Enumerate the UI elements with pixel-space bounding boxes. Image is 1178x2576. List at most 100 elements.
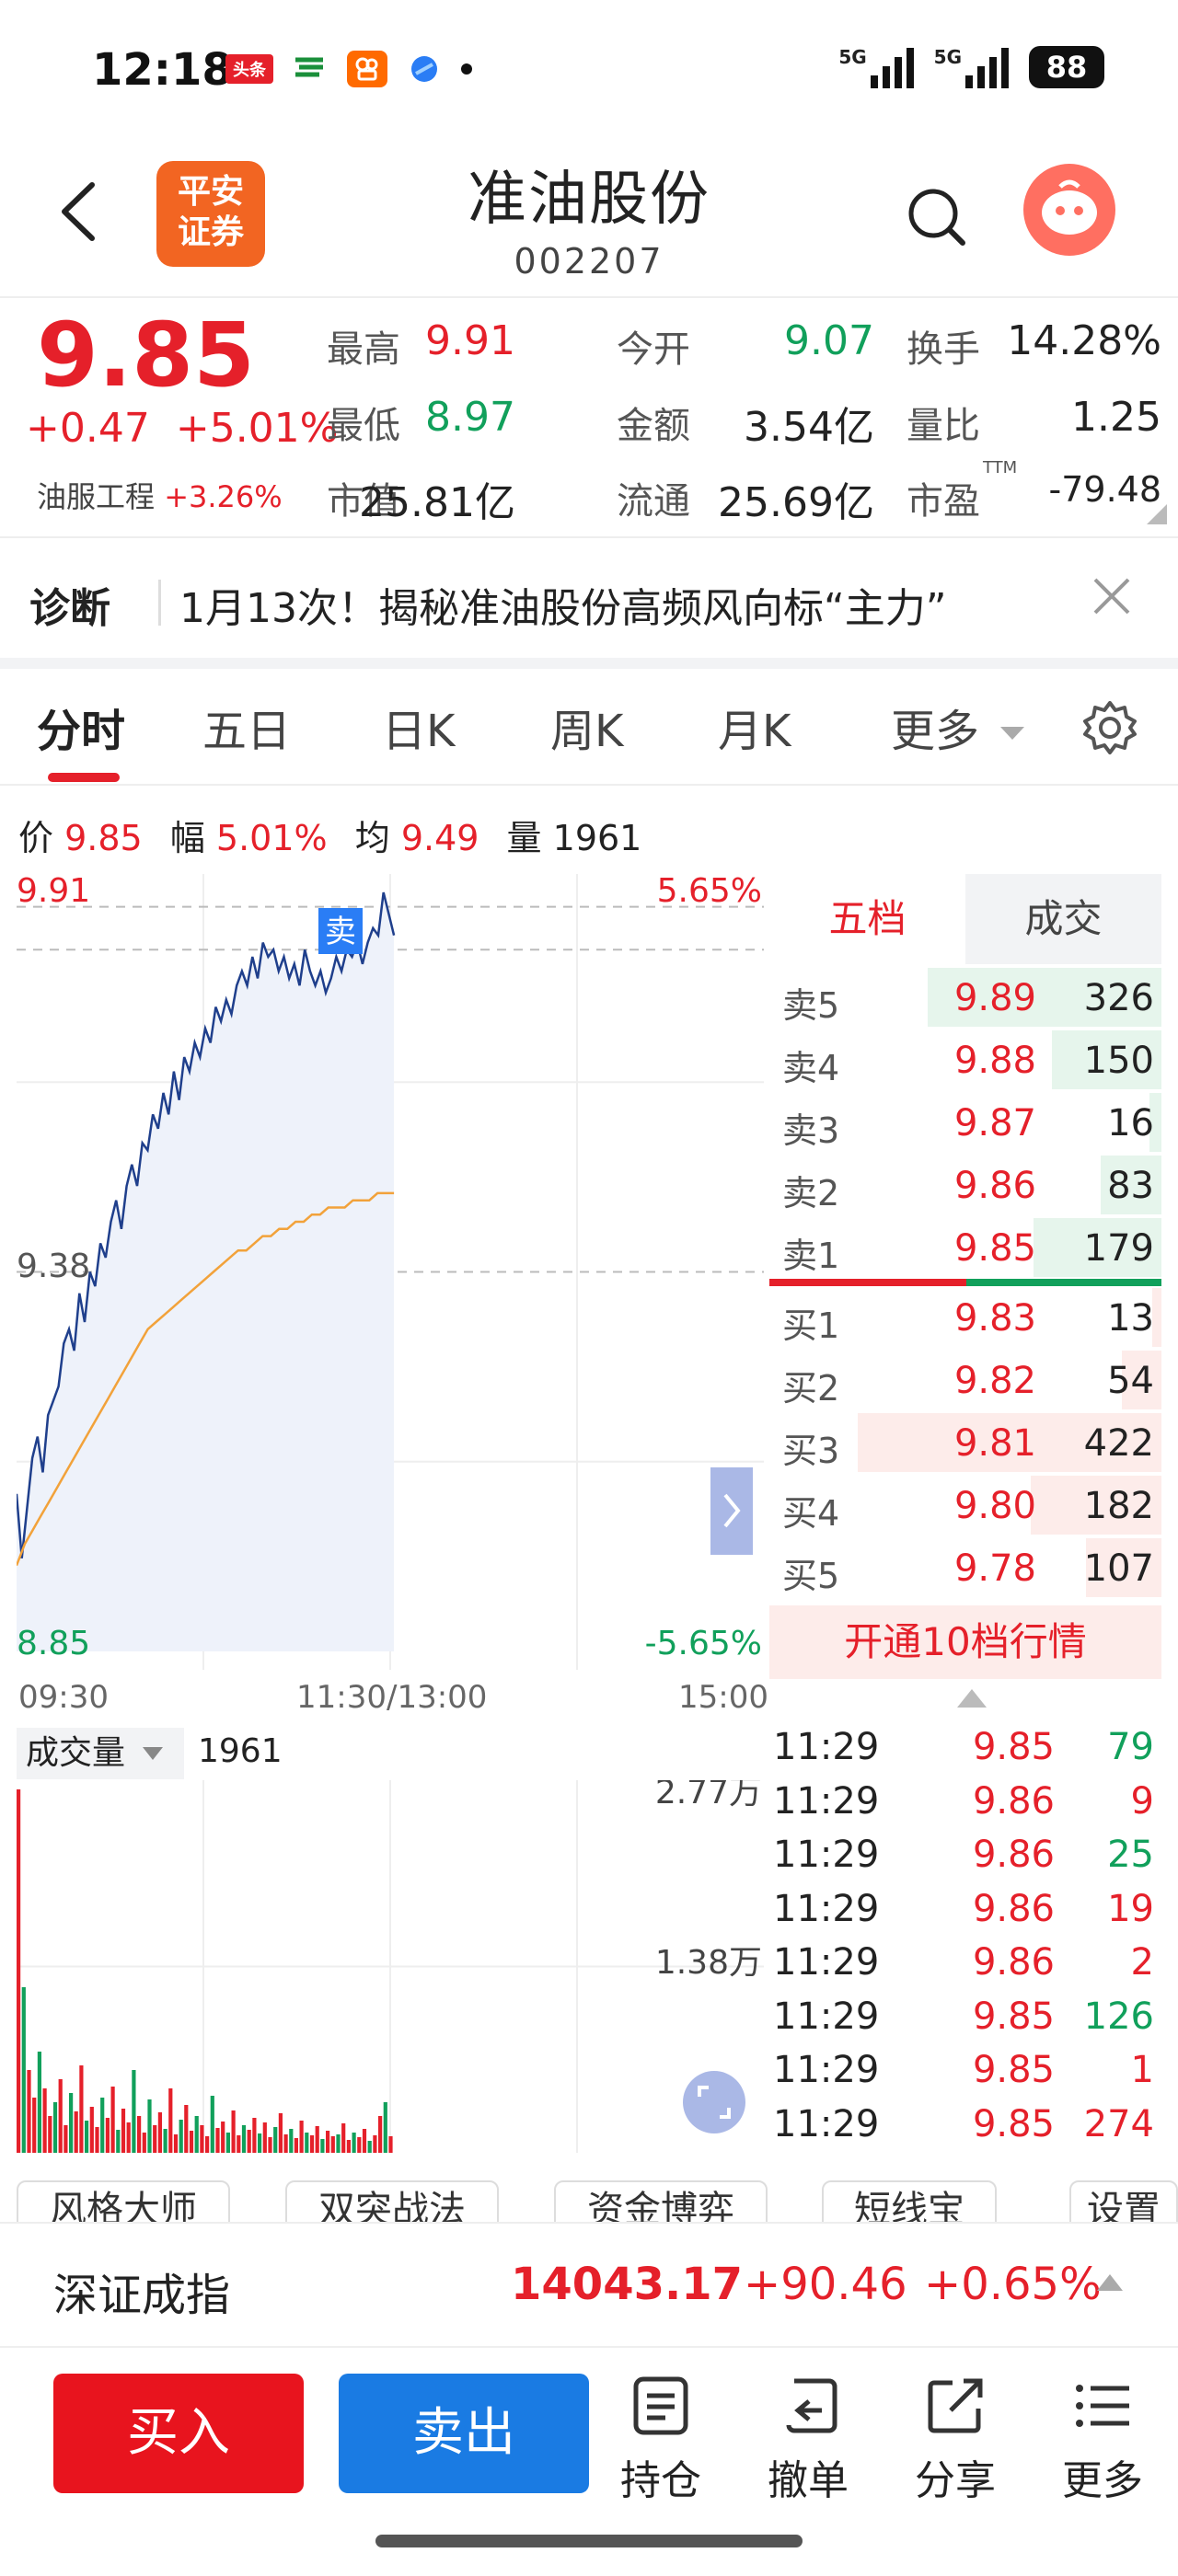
volume-bar — [89, 2107, 94, 2153]
quote-divider — [0, 536, 1178, 538]
close-icon[interactable] — [1086, 570, 1138, 622]
open-10-levels-button[interactable]: 开通10档行情 — [769, 1605, 1161, 1679]
volume-bar — [194, 2116, 199, 2153]
volume-bar — [225, 2133, 230, 2153]
volume-bar — [373, 2135, 377, 2153]
holdings-button[interactable]: 持仓 — [606, 2374, 716, 2506]
sell-button[interactable]: 卖出 — [339, 2374, 589, 2493]
trade-price: 9.85 — [972, 2102, 1055, 2145]
volume-bar — [173, 2134, 179, 2153]
cancel-order-button[interactable]: 撤单 — [753, 2374, 863, 2506]
tab-daily-k[interactable]: 日K — [382, 706, 456, 757]
more-menu-icon — [1076, 2385, 1129, 2427]
stat-value: 8.97 — [425, 394, 515, 441]
trade-time: 11:29 — [773, 2102, 880, 2145]
trade-row: 11:29 9.86 9 — [769, 1775, 1161, 1828]
trade-time: 11:29 — [773, 1941, 880, 1984]
tab-trades[interactable]: 成交 — [965, 874, 1161, 964]
stat-label: 今开 — [617, 328, 690, 371]
level-label: 卖2 — [782, 1173, 840, 1213]
trade-time: 11:29 — [773, 1726, 880, 1768]
volume-grid — [17, 1780, 764, 2153]
volume-bar — [289, 2129, 294, 2153]
stat-label: 市值 — [327, 480, 400, 523]
buy-level-row[interactable]: 买4 9.80 182 — [769, 1474, 1161, 1536]
expand-arrow-button[interactable] — [710, 1467, 753, 1555]
volume-chart[interactable]: 2.77万 1.38万 — [17, 1780, 764, 2153]
volume-bar — [241, 2125, 247, 2153]
sell-marker[interactable]: 卖 — [318, 908, 363, 954]
tab-intraday[interactable]: 分时 — [37, 706, 126, 757]
trade-price: 9.86 — [972, 1887, 1055, 1930]
depth-bar — [1085, 1538, 1161, 1597]
trade-time: 11:29 — [773, 1834, 880, 1876]
pct-top-label: 5.65% — [657, 874, 762, 910]
volume-bar — [100, 2098, 105, 2153]
tab-five-day[interactable]: 五日 — [202, 706, 292, 757]
ttm-superscript: TTM — [983, 458, 1018, 477]
volume-selector[interactable]: 成交量 — [17, 1728, 184, 1779]
active-tab-indicator — [48, 773, 120, 782]
volume-bar — [315, 2126, 319, 2153]
corner-expand-icon[interactable] — [1147, 504, 1167, 524]
diagnosis-separator — [158, 580, 161, 626]
tab-five-levels[interactable]: 五档 — [769, 874, 965, 964]
sell-level-row[interactable]: 卖5 9.89 326 — [769, 966, 1161, 1029]
search-icon[interactable] — [904, 184, 970, 254]
sell-level-row[interactable]: 卖3 9.87 16 — [769, 1091, 1161, 1154]
caret-up-icon[interactable] — [1097, 2274, 1123, 2291]
trade-volume: 1 — [1130, 2049, 1154, 2091]
diagnosis-label: 诊断 — [29, 585, 110, 632]
y-bottom-label: 8.85 — [17, 1625, 90, 1662]
fullscreen-icon[interactable] — [683, 2071, 745, 2133]
buy-level-row[interactable]: 买5 9.78 107 — [769, 1536, 1161, 1599]
level-volume: 422 — [1083, 1422, 1154, 1465]
chevron-up-icon[interactable] — [957, 1689, 987, 1708]
assistant-avatar-icon[interactable] — [1023, 164, 1115, 256]
tab-weekly-k[interactable]: 周K — [550, 706, 624, 757]
chevron-down-icon — [143, 1747, 164, 1760]
volume-bar — [346, 2140, 351, 2153]
buy-button[interactable]: 买入 — [53, 2374, 304, 2493]
share-button[interactable]: 分享 — [900, 2374, 1011, 2506]
back-icon[interactable] — [55, 179, 101, 244]
index-bar[interactable] — [0, 2222, 1178, 2346]
tab-monthly-k[interactable]: 月K — [718, 706, 791, 757]
diagnosis-text[interactable]: 1月13次！揭秘准油股份高频风向标“主力” — [179, 585, 947, 632]
kuaishou-icon — [347, 51, 387, 87]
volume-bar — [357, 2137, 362, 2153]
sector-info[interactable]: 油服工程 +3.26% — [37, 479, 283, 514]
depth-bar — [1122, 1351, 1161, 1409]
volume-bar — [163, 2129, 167, 2153]
broker-logo[interactable]: 平安 证券 — [156, 161, 265, 267]
more-menu-button[interactable]: 更多 — [1047, 2374, 1158, 2506]
level-price: 9.81 — [953, 1422, 1036, 1465]
home-indicator — [375, 2535, 803, 2547]
buy-level-row[interactable]: 买1 9.83 13 — [769, 1286, 1161, 1349]
x-label-mid: 11:30/13:00 — [296, 1679, 488, 1716]
volume-bar — [157, 2112, 162, 2153]
buy-level-row[interactable]: 买2 9.82 54 — [769, 1349, 1161, 1411]
volume-bar — [79, 2065, 84, 2153]
level-price: 9.82 — [953, 1360, 1036, 1402]
battery-icon: 88 — [1029, 46, 1104, 88]
intraday-price-chart[interactable]: 9.91 9.38 8.85 5.65% -5.65% 卖 — [17, 874, 764, 1670]
level-price: 9.80 — [953, 1485, 1036, 1527]
diagnosis-banner[interactable] — [0, 543, 1178, 658]
buy-level-row[interactable]: 买3 9.81 422 — [769, 1411, 1161, 1474]
trade-row: 11:29 9.85 1 — [769, 2043, 1161, 2097]
trade-time: 11:29 — [773, 1779, 880, 1823]
sell-level-row[interactable]: 卖2 9.86 83 — [769, 1154, 1161, 1216]
volume-bar — [52, 2102, 58, 2153]
tab-more[interactable]: 更多 — [891, 695, 1026, 759]
stat-value: 14.28% — [1007, 317, 1161, 364]
level-volume: 13 — [1107, 1297, 1154, 1340]
level-label: 卖4 — [782, 1048, 840, 1088]
level-volume: 107 — [1083, 1547, 1154, 1590]
sell-level-row[interactable]: 卖4 9.88 150 — [769, 1029, 1161, 1091]
gear-icon[interactable] — [1081, 699, 1138, 760]
volume-bar — [48, 2116, 52, 2153]
volume-bar — [273, 2127, 278, 2153]
stat-label: 市盈 — [907, 480, 980, 523]
sell-level-row[interactable]: 卖1 9.85 179 — [769, 1216, 1161, 1279]
